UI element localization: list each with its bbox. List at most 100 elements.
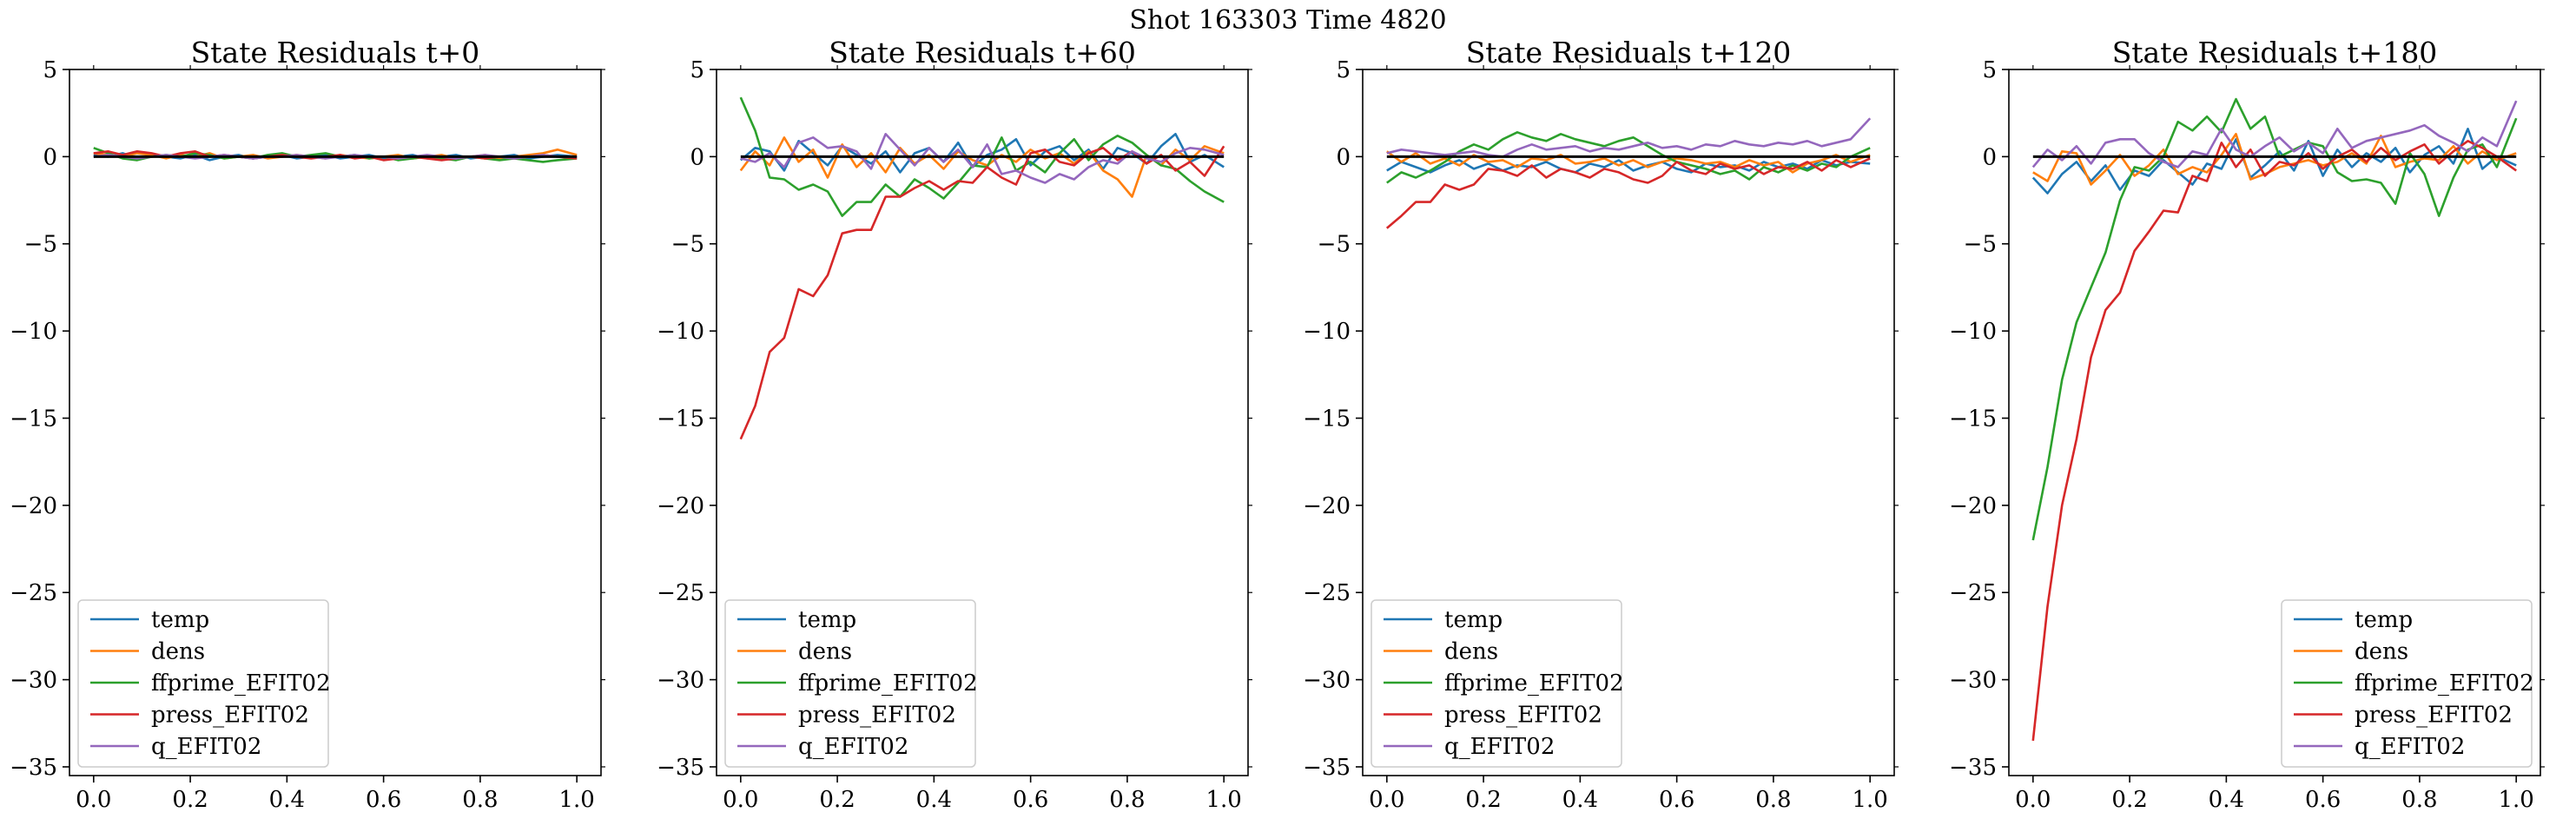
x-tick-label: 0.8 bbox=[1755, 787, 1791, 813]
legend: temp dens ffprime_EFIT02 press_EFIT02 q_EFIT… bbox=[1371, 599, 1624, 768]
legend-label: q_EFIT02 bbox=[2355, 734, 2465, 760]
legend-label: dens bbox=[2355, 639, 2408, 665]
panel-title: State Residuals t+180 bbox=[2112, 36, 2438, 69]
legend-item: q_EFIT02 bbox=[90, 734, 261, 760]
y-tick-label: −25 bbox=[10, 580, 57, 606]
y-tick-label: −20 bbox=[1949, 493, 1997, 519]
y-tick-label: −5 bbox=[1318, 232, 1351, 258]
legend-item: temp bbox=[1384, 607, 1503, 633]
legend-box bbox=[77, 599, 329, 768]
legend-label: ffprime_EFIT02 bbox=[151, 670, 331, 697]
series-line-q-efit02 bbox=[2031, 100, 2518, 168]
series-group bbox=[739, 96, 1225, 440]
x-tick-label: 0.6 bbox=[2305, 787, 2341, 813]
panel-title: State Residuals t+60 bbox=[829, 36, 1136, 69]
y-tick-label: −30 bbox=[10, 668, 57, 694]
legend: temp dens ffprime_EFIT02 press_EFIT02 q_EFIT… bbox=[724, 599, 978, 768]
legend-label: dens bbox=[798, 639, 852, 665]
legend-label: temp bbox=[2355, 607, 2413, 633]
y-tick-label: −25 bbox=[1949, 580, 1997, 606]
x-tick-label: 0.4 bbox=[916, 787, 952, 813]
y-tick-label: −35 bbox=[1303, 755, 1351, 781]
y-tick-label: −15 bbox=[1949, 406, 1997, 432]
y-tick-label: −10 bbox=[1303, 319, 1351, 345]
y-tick-label: −30 bbox=[1949, 668, 1997, 694]
axes-frame bbox=[69, 69, 602, 776]
y-tick-label: −10 bbox=[657, 319, 704, 345]
series-line-temp bbox=[2031, 128, 2517, 195]
legend-item: dens bbox=[90, 639, 205, 665]
y-tick-label: −5 bbox=[1964, 232, 1997, 258]
x-tick-label: 1.0 bbox=[1206, 787, 1242, 813]
x-tick-label: 0.6 bbox=[1659, 787, 1694, 813]
x-tick-label: 0.8 bbox=[1109, 787, 1145, 813]
legend-label: temp bbox=[151, 607, 209, 633]
legend-item: temp bbox=[90, 607, 209, 633]
series-line-press-efit02 bbox=[1385, 157, 1871, 229]
legend: temp dens ffprime_EFIT02 press_EFIT02 q_EFIT… bbox=[2281, 599, 2534, 768]
y-tick-label: −20 bbox=[10, 493, 57, 519]
legend-item: dens bbox=[2294, 639, 2408, 665]
x-tick-label: 0.2 bbox=[172, 787, 208, 813]
legend-label: temp bbox=[798, 607, 856, 633]
panel-4: State Residuals t+180 5 0 −5 −10 −15 −20 −25 −30… bbox=[1949, 36, 2545, 813]
x-tick-label: 0.2 bbox=[819, 787, 855, 813]
y-tick-label: −35 bbox=[10, 755, 57, 781]
x-tick-label: 0.8 bbox=[462, 787, 498, 813]
y-tick-label: −35 bbox=[657, 755, 704, 781]
legend-item: press_EFIT02 bbox=[1384, 703, 1602, 729]
legend-item: ffprime_EFIT02 bbox=[737, 670, 978, 697]
y-tick-label: 5 bbox=[690, 57, 704, 83]
x-tick-label: 0.6 bbox=[1013, 787, 1048, 813]
y-tick-label: −15 bbox=[1303, 406, 1351, 432]
x-tick-label: 0.6 bbox=[366, 787, 401, 813]
x-tick-label: 0.4 bbox=[1562, 787, 1598, 813]
legend-item: ffprime_EFIT02 bbox=[90, 670, 331, 697]
y-tick-label: −10 bbox=[10, 319, 57, 345]
y-tick-label: −20 bbox=[657, 493, 704, 519]
series-group bbox=[93, 147, 578, 163]
legend-item: q_EFIT02 bbox=[737, 734, 908, 760]
panel-2: State Residuals t+60 5 0 −5 −10 −15 −20 −25 −30 −… bbox=[657, 36, 1252, 813]
legend-label: temp bbox=[1444, 607, 1503, 633]
legend-box bbox=[1371, 599, 1622, 768]
axes-frame bbox=[2008, 69, 2541, 776]
legend-item: temp bbox=[2294, 607, 2413, 633]
axes-frame bbox=[716, 69, 1249, 776]
legend-item: dens bbox=[737, 639, 852, 665]
x-tick-label: 0.0 bbox=[723, 787, 758, 813]
legend-item: ffprime_EFIT02 bbox=[2294, 670, 2534, 697]
legend-label: ffprime_EFIT02 bbox=[1444, 670, 1624, 697]
series-line-press-efit02 bbox=[2031, 140, 2517, 742]
legend-item: ffprime_EFIT02 bbox=[1384, 670, 1624, 697]
legend-label: press_EFIT02 bbox=[798, 703, 956, 729]
x-tick-label: 1.0 bbox=[559, 787, 595, 813]
legend-box bbox=[724, 599, 976, 768]
x-tick-label: 0.4 bbox=[2209, 787, 2244, 813]
panel-3: State Residuals t+120 5 0 −5 −10 −15 −20 −25 −30… bbox=[1303, 36, 1899, 813]
x-tick-label: 0.8 bbox=[2401, 787, 2437, 813]
panel-title: State Residuals t+120 bbox=[1466, 36, 1792, 69]
legend-label: press_EFIT02 bbox=[2355, 703, 2513, 729]
y-tick-label: −20 bbox=[1303, 493, 1351, 519]
figure-title: Shot 163303 Time 4820 bbox=[1129, 5, 1446, 36]
panel-title: State Residuals t+0 bbox=[191, 36, 480, 69]
legend-label: q_EFIT02 bbox=[151, 734, 261, 760]
x-tick-label: 0.4 bbox=[269, 787, 305, 813]
y-tick-label: 5 bbox=[43, 57, 57, 83]
legend-label: ffprime_EFIT02 bbox=[2355, 670, 2534, 697]
series-line-q-efit02 bbox=[1386, 117, 1872, 158]
x-tick-label: 0.2 bbox=[1465, 787, 1501, 813]
x-tick-label: 0.2 bbox=[2111, 787, 2147, 813]
panel-1: State Residuals t+0 5 0 −5 −10 −15 −20 −25 −30 −3… bbox=[10, 36, 605, 813]
x-tick-label: 0.0 bbox=[1369, 787, 1404, 813]
legend-item: press_EFIT02 bbox=[2294, 703, 2513, 729]
y-tick-label: −35 bbox=[1949, 755, 1997, 781]
series-group bbox=[1385, 117, 1872, 229]
series-line-ffprime-efit02 bbox=[739, 96, 1225, 217]
series-line-ffprime-efit02 bbox=[2031, 97, 2518, 541]
legend-item: temp bbox=[737, 607, 856, 633]
legend-label: press_EFIT02 bbox=[1444, 703, 1602, 729]
